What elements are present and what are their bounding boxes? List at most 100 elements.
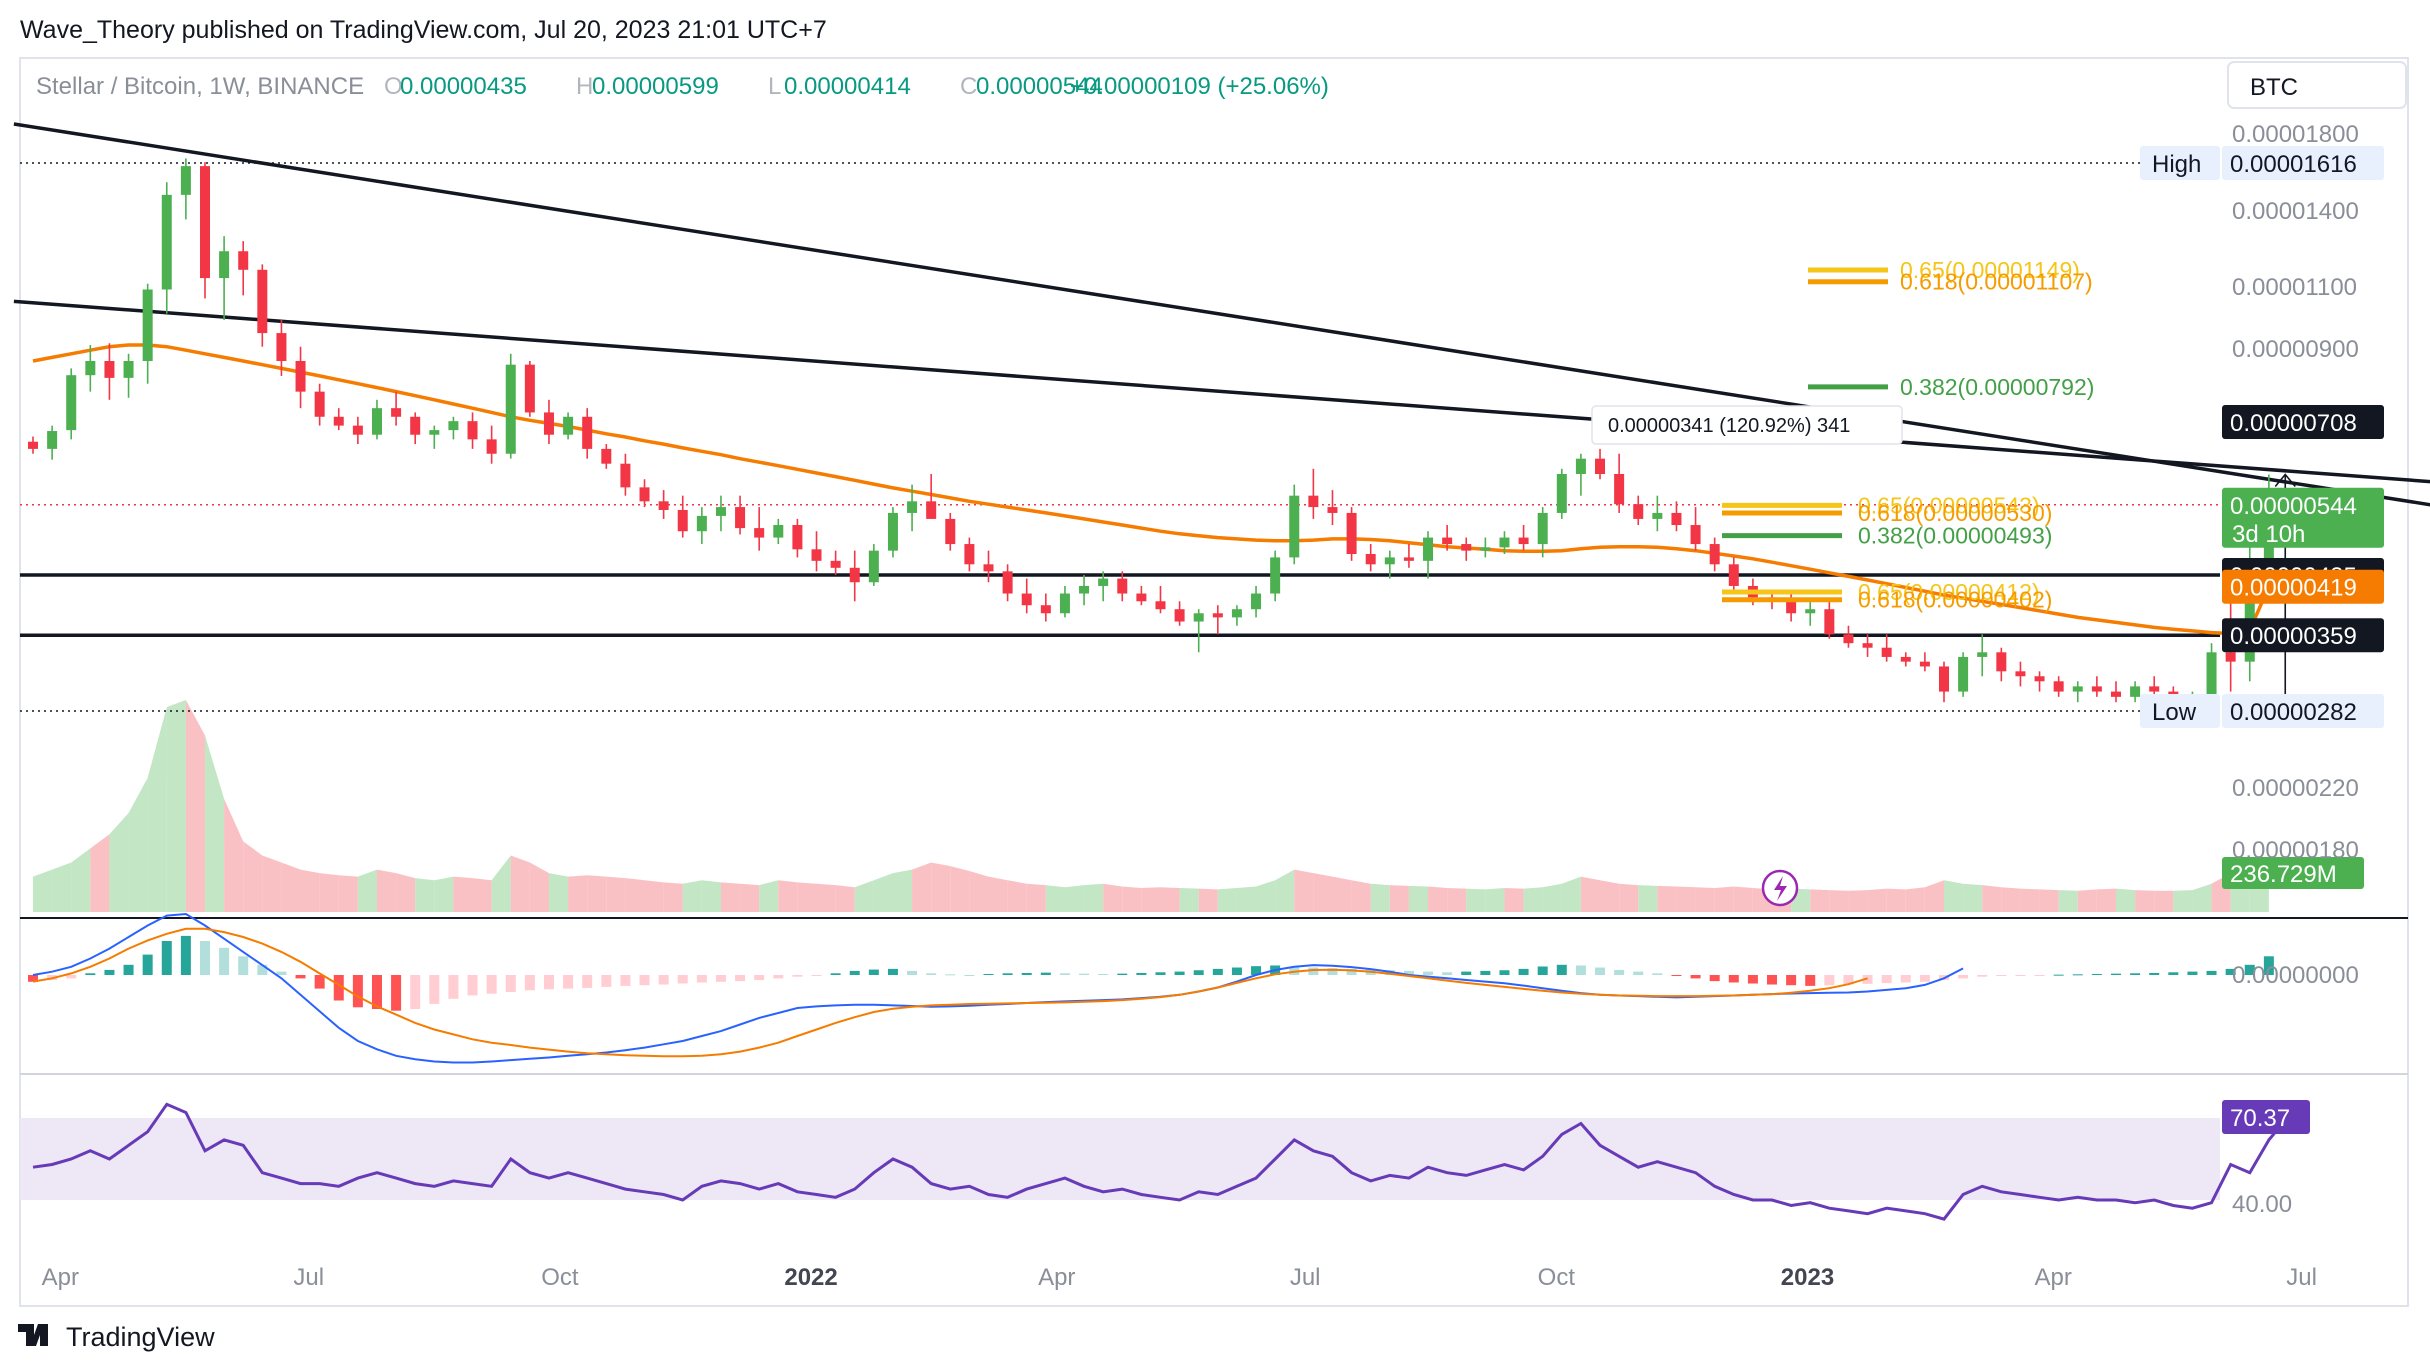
time-tick-label: Jul [293,1264,324,1291]
candle-body [1059,593,1070,614]
volume-area [950,866,970,912]
candle [1193,609,1204,653]
macd-hist-bar [104,969,115,975]
candle-body [1843,634,1854,644]
price-badge-label: High [2152,151,2201,178]
volume-area [1084,883,1104,912]
measure-arrow [2274,473,2296,488]
macd-hist-bar [1575,965,1586,975]
macd-hist-bar [2244,964,2255,975]
volume-area [376,869,397,912]
measure-label-box [1591,405,1903,445]
candle-body [85,360,96,376]
volume-area [1580,876,1601,912]
candle-body [238,251,249,270]
macd-hist-bar [1958,975,1969,979]
macd-hist-bar [352,975,363,1008]
time-tick-label: Oct [1538,1264,1576,1291]
macd-hist-bar [1117,973,1128,975]
volume-area [1045,885,1065,912]
candle [371,399,382,440]
macd-hist-bar [868,969,879,975]
candle [735,495,746,535]
candle [123,353,134,398]
macd-hist-bar [887,968,898,975]
volume-area [816,883,836,912]
candle-body [2091,686,2102,692]
volume-area [166,700,186,912]
candle [601,444,612,469]
macd-zero-label: 0.00000000 [2232,962,2359,989]
macd-hist-bar [543,975,554,990]
volume-area [1733,886,1753,912]
macd-hist-bar [715,975,726,982]
price-tick-label: 0.00000220 [2232,775,2359,802]
candle-body [1079,585,1090,594]
macd-hist-bar [1977,975,1988,977]
macd-hist-bar [219,947,230,975]
volume-area [300,869,320,912]
currency-button-label[interactable]: BTC [2250,74,2298,101]
candle [1155,585,1166,614]
macd-hist-bar [1671,975,1682,977]
candle-body [276,333,287,361]
candle [104,343,115,400]
macd-hist-bar [2091,973,2102,975]
volume-area [357,869,377,912]
time-tick-label: 2022 [784,1264,837,1291]
macd-hist-bar [754,975,765,981]
candle-body [2225,652,2236,662]
candle-body [1308,495,1319,508]
candle [1652,495,1663,532]
volume-area [568,875,588,912]
candle [295,346,306,409]
ohlc-value-O: 0.00000435 [400,73,527,100]
candle-body [429,430,440,435]
symbol-title[interactable]: Stellar / Bitcoin, 1W, BINANCE [36,73,364,100]
candle [180,158,191,220]
volume-area [1600,880,1620,912]
candle-body [1919,661,1930,667]
candle [1346,507,1357,561]
candle [1021,578,1032,614]
volume-area [1924,880,1944,912]
candle [1117,571,1128,602]
candle [1136,585,1147,606]
macd-hist-bar [1518,968,1529,975]
macd-signal-line [32,927,1868,1058]
candle-body [180,166,191,195]
currency-button[interactable]: BTC [2227,61,2407,109]
candle-body [2034,676,2045,682]
volume-area [1982,885,2002,912]
candle [563,412,574,440]
price-badge-value: 0.00000708 [2230,410,2357,437]
candle-body [314,391,325,417]
tradingview-logo-icon [18,1324,48,1346]
candle [1556,468,1567,519]
candle [1327,490,1338,526]
volume-area [1313,873,1333,912]
macd-hist-bar [486,975,497,994]
macd-hist-bar [161,941,172,975]
candle-body [1996,652,2007,672]
volume-area [1619,883,1639,912]
macd-hist-bar [2187,971,2198,975]
volume-area [243,841,263,912]
candle [505,353,516,459]
macd-hist-bar [371,975,382,1009]
macd-hist-bar [85,973,96,975]
fib-label: 0.65(0.00001149) [1900,257,2080,283]
macd-hist-bar [1728,975,1739,983]
candle [1040,593,1051,622]
price-tick-label: 0.00000180 [2232,837,2359,864]
candle [945,512,956,551]
candle-body [2130,686,2141,697]
volume-area [224,798,244,912]
macd-hist-bar [1461,971,1472,975]
candle [1059,585,1070,618]
candle [620,453,631,496]
macd-hist-bar [1251,966,1262,975]
candle-body [792,525,803,550]
candle [1939,661,1949,703]
candle [1384,550,1395,579]
